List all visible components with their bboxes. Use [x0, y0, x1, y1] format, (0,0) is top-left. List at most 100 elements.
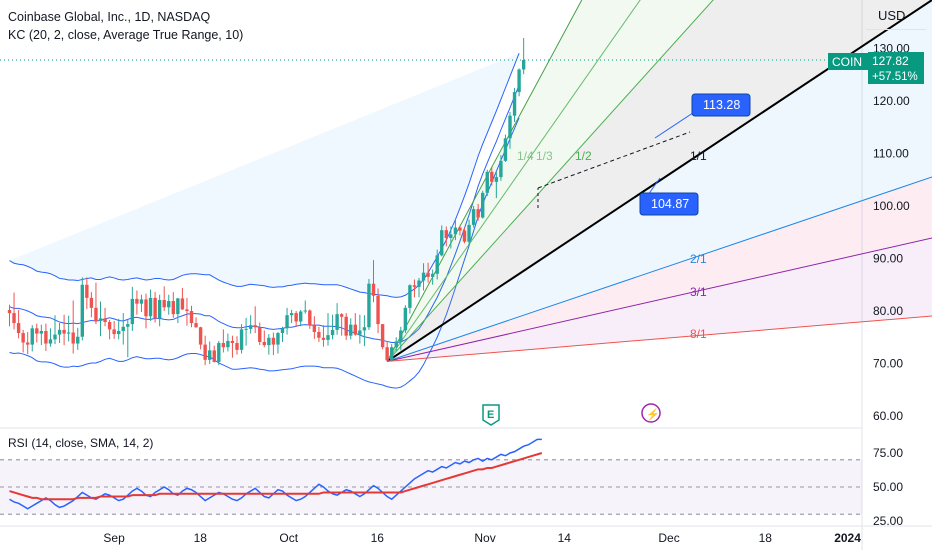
- earnings-marker: [482, 404, 500, 426]
- fan-label: 1/2: [575, 149, 592, 163]
- candle-body: [508, 115, 512, 139]
- candle-body: [421, 272, 426, 281]
- candle-body: [66, 332, 71, 334]
- candle-body: [7, 309, 12, 314]
- candle-body: [12, 313, 16, 324]
- candle-body: [512, 92, 517, 116]
- time-tick-label: 14: [558, 531, 572, 545]
- candle-body: [471, 209, 476, 225]
- projection-line: [647, 177, 661, 196]
- candle-body: [30, 328, 34, 345]
- candle-body: [180, 298, 185, 310]
- candle-body: [203, 344, 207, 360]
- candle-body: [467, 224, 471, 242]
- keltner-upper-line: [9, 53, 520, 298]
- candle-body: [76, 336, 80, 344]
- candle-body: [80, 284, 84, 337]
- annotation-113: 113.28: [703, 98, 740, 112]
- candle-body: [403, 307, 408, 331]
- candle-body: [285, 315, 289, 329]
- time-tick-label: Dec: [658, 531, 679, 545]
- candle-body: [130, 298, 135, 325]
- candle-body: [308, 310, 312, 326]
- price-tick-label: 110.00: [873, 147, 909, 161]
- earnings-label: E: [487, 409, 494, 421]
- candle-body: [276, 333, 280, 345]
- fan-line: [387, 237, 932, 362]
- time-tick-label: 16: [371, 531, 385, 545]
- candle-body: [85, 284, 89, 298]
- candle-body: [430, 273, 435, 277]
- time-tick-label: Oct: [279, 531, 298, 545]
- candle-body: [294, 313, 298, 322]
- candle-body: [217, 343, 221, 362]
- candle-body: [103, 318, 107, 323]
- candle-body: [267, 337, 271, 346]
- candle-body: [230, 340, 235, 344]
- candle-body: [148, 297, 153, 317]
- ticker-tag: [828, 53, 868, 70]
- candle-body: [198, 327, 203, 345]
- annotation-104-box: [639, 192, 699, 216]
- candle-body: [112, 329, 116, 335]
- candle-body: [481, 192, 485, 218]
- price-tick-label: 70.00: [873, 357, 903, 371]
- rsi-tick-label: 25.00: [873, 514, 903, 528]
- candle-body: [157, 299, 162, 319]
- fan-line: [386, 0, 641, 362]
- candle-body: [521, 60, 526, 70]
- candle-body: [385, 347, 389, 361]
- candle-body: [349, 324, 353, 336]
- rsi-tick-label: 50.00: [873, 480, 903, 494]
- price-tick-label: 120.00: [873, 94, 910, 108]
- candle-body: [303, 310, 307, 312]
- rsi-ma-line: [9, 452, 543, 501]
- candle-body: [344, 316, 348, 336]
- candle-body: [376, 295, 380, 325]
- candle-body: [399, 330, 403, 342]
- candle-body: [449, 234, 453, 239]
- candle-body: [248, 325, 253, 329]
- price-tick-label: 90.00: [873, 252, 903, 266]
- candle-body: [21, 333, 25, 343]
- candle-body: [98, 318, 103, 321]
- rsi-title: RSI (14, close, SMA, 14, 2): [8, 436, 154, 450]
- candle-body: [117, 330, 121, 335]
- candle-body: [462, 230, 467, 242]
- candle-body: [71, 332, 75, 344]
- fan-label: 1/1: [690, 149, 707, 163]
- fan-line: [386, 0, 714, 362]
- fan-line: [386, 176, 932, 362]
- candle-body: [167, 301, 171, 308]
- price-tick-label: 60.00: [873, 409, 903, 423]
- candle-body: [380, 324, 385, 348]
- candle-body: [262, 341, 266, 346]
- candle-body: [244, 328, 248, 330]
- candle-body: [362, 327, 367, 331]
- candle-body: [53, 334, 57, 340]
- annotation-104: 104.87: [651, 197, 689, 211]
- price-tag: [868, 52, 924, 84]
- fan-label: 3/1: [690, 285, 707, 299]
- change-label: +57.51%: [872, 71, 918, 83]
- ticker-label: COIN: [832, 55, 862, 69]
- candle-body: [48, 339, 53, 344]
- candle-body: [408, 285, 412, 308]
- candle-body: [121, 326, 125, 331]
- price-label: 127.82: [872, 54, 909, 68]
- candle-body: [212, 350, 216, 362]
- candle-body: [89, 297, 94, 308]
- time-tick-label: Sep: [103, 531, 125, 545]
- candle-body: [176, 298, 180, 315]
- event-marker: [641, 403, 661, 423]
- candle-body: [271, 337, 276, 345]
- time-tick-label: 18: [759, 531, 773, 545]
- time-tick-label: 2024: [834, 531, 861, 545]
- fan-label: 2/1: [690, 252, 707, 266]
- annotation-113-box: [691, 93, 751, 117]
- candle-body: [412, 285, 417, 287]
- dashed-line: [537, 131, 691, 189]
- candle-body: [321, 337, 326, 340]
- currency-button[interactable]: USD: [866, 2, 926, 30]
